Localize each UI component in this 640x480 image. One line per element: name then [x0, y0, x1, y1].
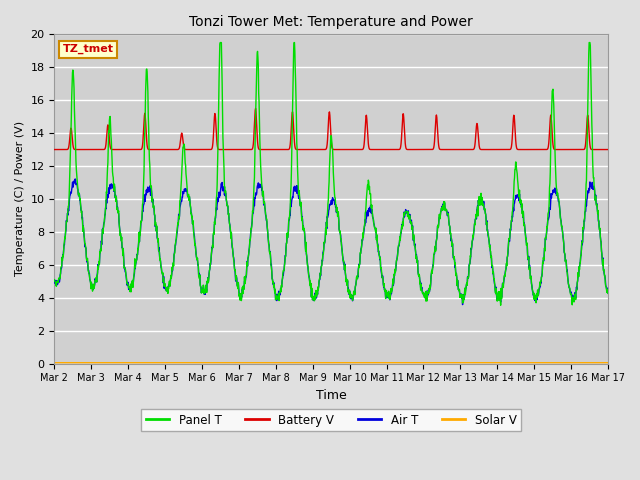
- Text: TZ_tmet: TZ_tmet: [63, 44, 114, 54]
- Y-axis label: Temperature (C) / Power (V): Temperature (C) / Power (V): [15, 121, 25, 276]
- Legend: Panel T, Battery V, Air T, Solar V: Panel T, Battery V, Air T, Solar V: [141, 409, 522, 432]
- Title: Tonzi Tower Met: Temperature and Power: Tonzi Tower Met: Temperature and Power: [189, 15, 473, 29]
- X-axis label: Time: Time: [316, 389, 347, 402]
